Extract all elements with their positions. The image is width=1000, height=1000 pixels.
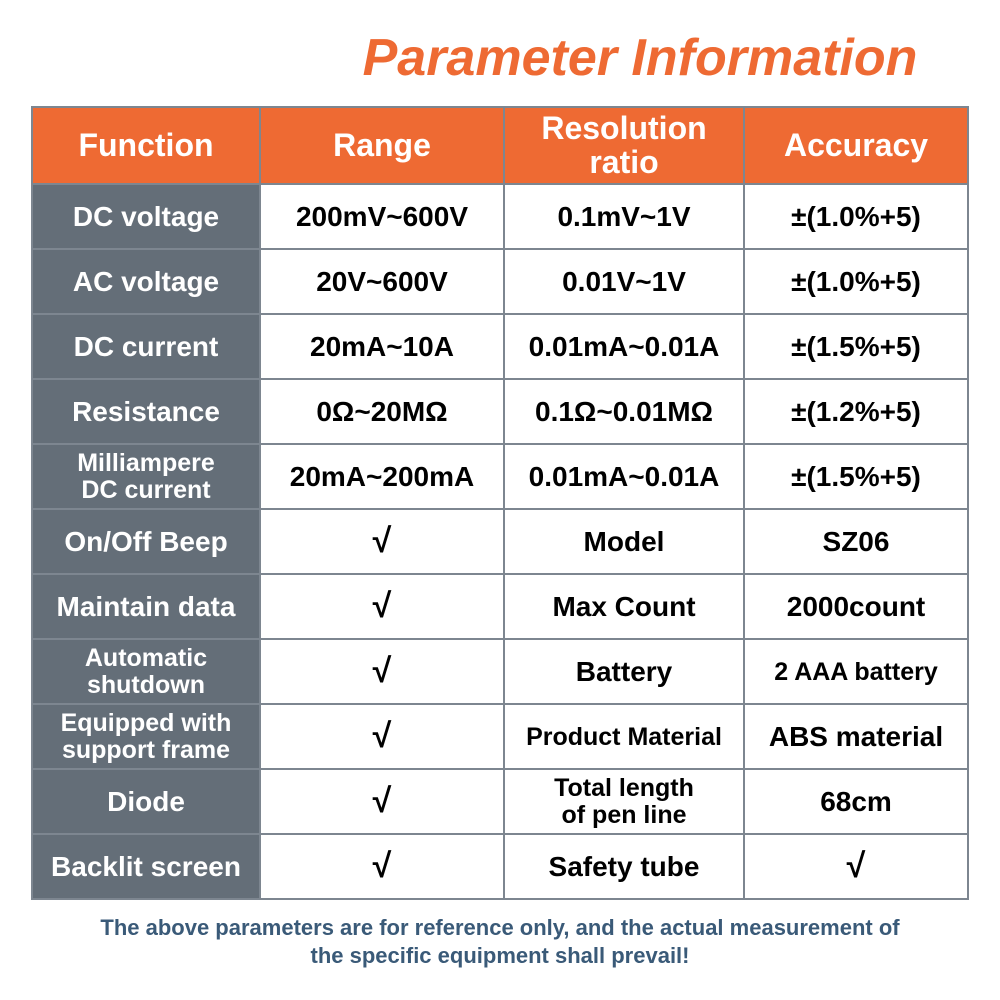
row-label: AC voltage [32,249,260,314]
cell-value: 20mA~200mA [260,444,504,509]
cell-value: ±(1.5%+5) [744,444,968,509]
check-icon: √ [260,769,504,834]
cell-value: Model [504,509,744,574]
cell-value: ±(1.0%+5) [744,184,968,249]
col-range: Range [260,107,504,184]
cell-value: Max Count [504,574,744,639]
check-icon: √ [744,834,968,899]
table-row: AC voltage20V~600V0.01V~1V±(1.0%+5) [32,249,968,314]
check-icon: √ [260,639,504,704]
cell-value: 0.1mV~1V [504,184,744,249]
check-icon: √ [260,509,504,574]
row-label: Diode [32,769,260,834]
check-icon: √ [260,704,504,769]
cell-value: ±(1.5%+5) [744,314,968,379]
cell-value: Total lengthof pen line [504,769,744,834]
cell-value: 0.01V~1V [504,249,744,314]
col-resolution: Resolution ratio [504,107,744,184]
cell-value: ±(1.2%+5) [744,379,968,444]
cell-value: 2000count [744,574,968,639]
row-label: Equipped withsupport frame [32,704,260,769]
row-label: DC voltage [32,184,260,249]
table-row: Backlit screen√Safety tube√ [32,834,968,899]
parameter-table: Function Range Resolution ratio Accuracy… [31,106,969,900]
row-label: MilliampereDC current [32,444,260,509]
cell-value: 0Ω~20MΩ [260,379,504,444]
row-label: Maintain data [32,574,260,639]
cell-value: Battery [504,639,744,704]
footnote: The above parameters are for reference o… [90,914,910,969]
page-title: Parameter Information [0,28,1000,88]
table-row: Automaticshutdown√Battery2 AAA battery [32,639,968,704]
row-label: DC current [32,314,260,379]
col-function: Function [32,107,260,184]
cell-value: 68cm [744,769,968,834]
check-icon: √ [260,834,504,899]
check-icon: √ [260,574,504,639]
row-label: Backlit screen [32,834,260,899]
cell-value: Product Material [504,704,744,769]
cell-value: 0.1Ω~0.01MΩ [504,379,744,444]
cell-value: 200mV~600V [260,184,504,249]
cell-value: ±(1.0%+5) [744,249,968,314]
col-accuracy: Accuracy [744,107,968,184]
table-row: Equipped withsupport frame√Product Mater… [32,704,968,769]
cell-value: 20V~600V [260,249,504,314]
cell-value: SZ06 [744,509,968,574]
row-label: On/Off Beep [32,509,260,574]
row-label: Resistance [32,379,260,444]
cell-value: 20mA~10A [260,314,504,379]
table-row: MilliampereDC current20mA~200mA0.01mA~0.… [32,444,968,509]
table-row: Resistance0Ω~20MΩ0.1Ω~0.01MΩ±(1.2%+5) [32,379,968,444]
table-row: DC voltage200mV~600V0.1mV~1V±(1.0%+5) [32,184,968,249]
table-row: Maintain data√Max Count2000count [32,574,968,639]
table-row: DC current20mA~10A0.01mA~0.01A±(1.5%+5) [32,314,968,379]
table-row: Diode√Total lengthof pen line68cm [32,769,968,834]
cell-value: 0.01mA~0.01A [504,444,744,509]
table-header-row: Function Range Resolution ratio Accuracy [32,107,968,184]
table-row: On/Off Beep√ModelSZ06 [32,509,968,574]
cell-value: 0.01mA~0.01A [504,314,744,379]
row-label: Automaticshutdown [32,639,260,704]
cell-value: Safety tube [504,834,744,899]
cell-value: 2 AAA battery [744,639,968,704]
cell-value: ABS material [744,704,968,769]
